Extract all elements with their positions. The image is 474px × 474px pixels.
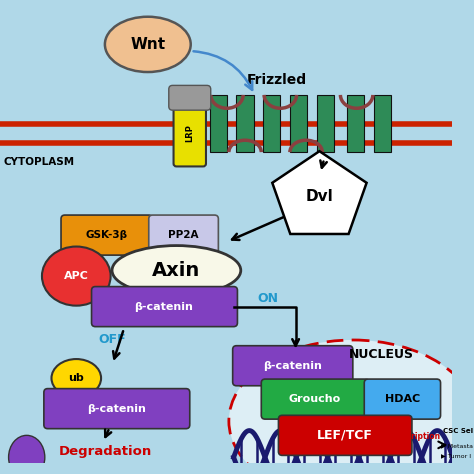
FancyBboxPatch shape <box>169 85 211 110</box>
Ellipse shape <box>105 17 191 72</box>
Text: CYTOPLASM: CYTOPLASM <box>4 157 75 167</box>
Bar <box>210 95 227 152</box>
Text: PP2A: PP2A <box>168 230 198 240</box>
Text: β-catenin: β-catenin <box>264 361 322 371</box>
Text: Frizzled: Frizzled <box>246 73 307 87</box>
Ellipse shape <box>9 435 45 474</box>
FancyBboxPatch shape <box>173 96 206 166</box>
Text: Transcription: Transcription <box>383 432 440 441</box>
Text: Degradation: Degradation <box>58 445 152 458</box>
Text: Axin: Axin <box>152 261 201 280</box>
Text: OFF: OFF <box>99 334 127 346</box>
FancyBboxPatch shape <box>261 379 369 419</box>
FancyBboxPatch shape <box>91 287 237 327</box>
Ellipse shape <box>112 246 241 295</box>
Text: LRP: LRP <box>185 124 194 142</box>
FancyBboxPatch shape <box>278 415 412 456</box>
Ellipse shape <box>52 359 101 397</box>
Text: β-catenin: β-catenin <box>87 404 146 414</box>
FancyBboxPatch shape <box>61 215 153 255</box>
FancyBboxPatch shape <box>44 389 190 428</box>
Text: GSK-3β: GSK-3β <box>86 230 128 240</box>
Text: β-catenin: β-catenin <box>135 301 193 311</box>
Text: CSC Sel: CSC Sel <box>443 428 474 434</box>
Text: ▶ Metasta: ▶ Metasta <box>440 443 473 448</box>
Text: Wnt: Wnt <box>130 37 165 52</box>
Ellipse shape <box>229 340 474 474</box>
Text: ub: ub <box>68 373 84 383</box>
Text: Groucho: Groucho <box>289 394 341 404</box>
Text: LEF/TCF: LEF/TCF <box>317 429 373 442</box>
Text: HDAC: HDAC <box>385 394 420 404</box>
Bar <box>263 95 280 152</box>
Bar <box>317 95 334 152</box>
Bar <box>374 95 391 152</box>
Bar <box>347 95 364 152</box>
Text: ON: ON <box>257 292 278 305</box>
FancyBboxPatch shape <box>233 346 353 386</box>
Text: Dvl: Dvl <box>306 190 333 204</box>
Text: APC: APC <box>64 271 89 281</box>
FancyBboxPatch shape <box>149 215 219 255</box>
FancyBboxPatch shape <box>364 379 440 419</box>
Text: ▶ Tumor I: ▶ Tumor I <box>440 453 471 458</box>
Bar <box>290 95 307 152</box>
Text: NUCLEUS: NUCLEUS <box>349 348 414 361</box>
Polygon shape <box>272 151 366 234</box>
Ellipse shape <box>42 246 110 306</box>
Bar <box>237 95 254 152</box>
